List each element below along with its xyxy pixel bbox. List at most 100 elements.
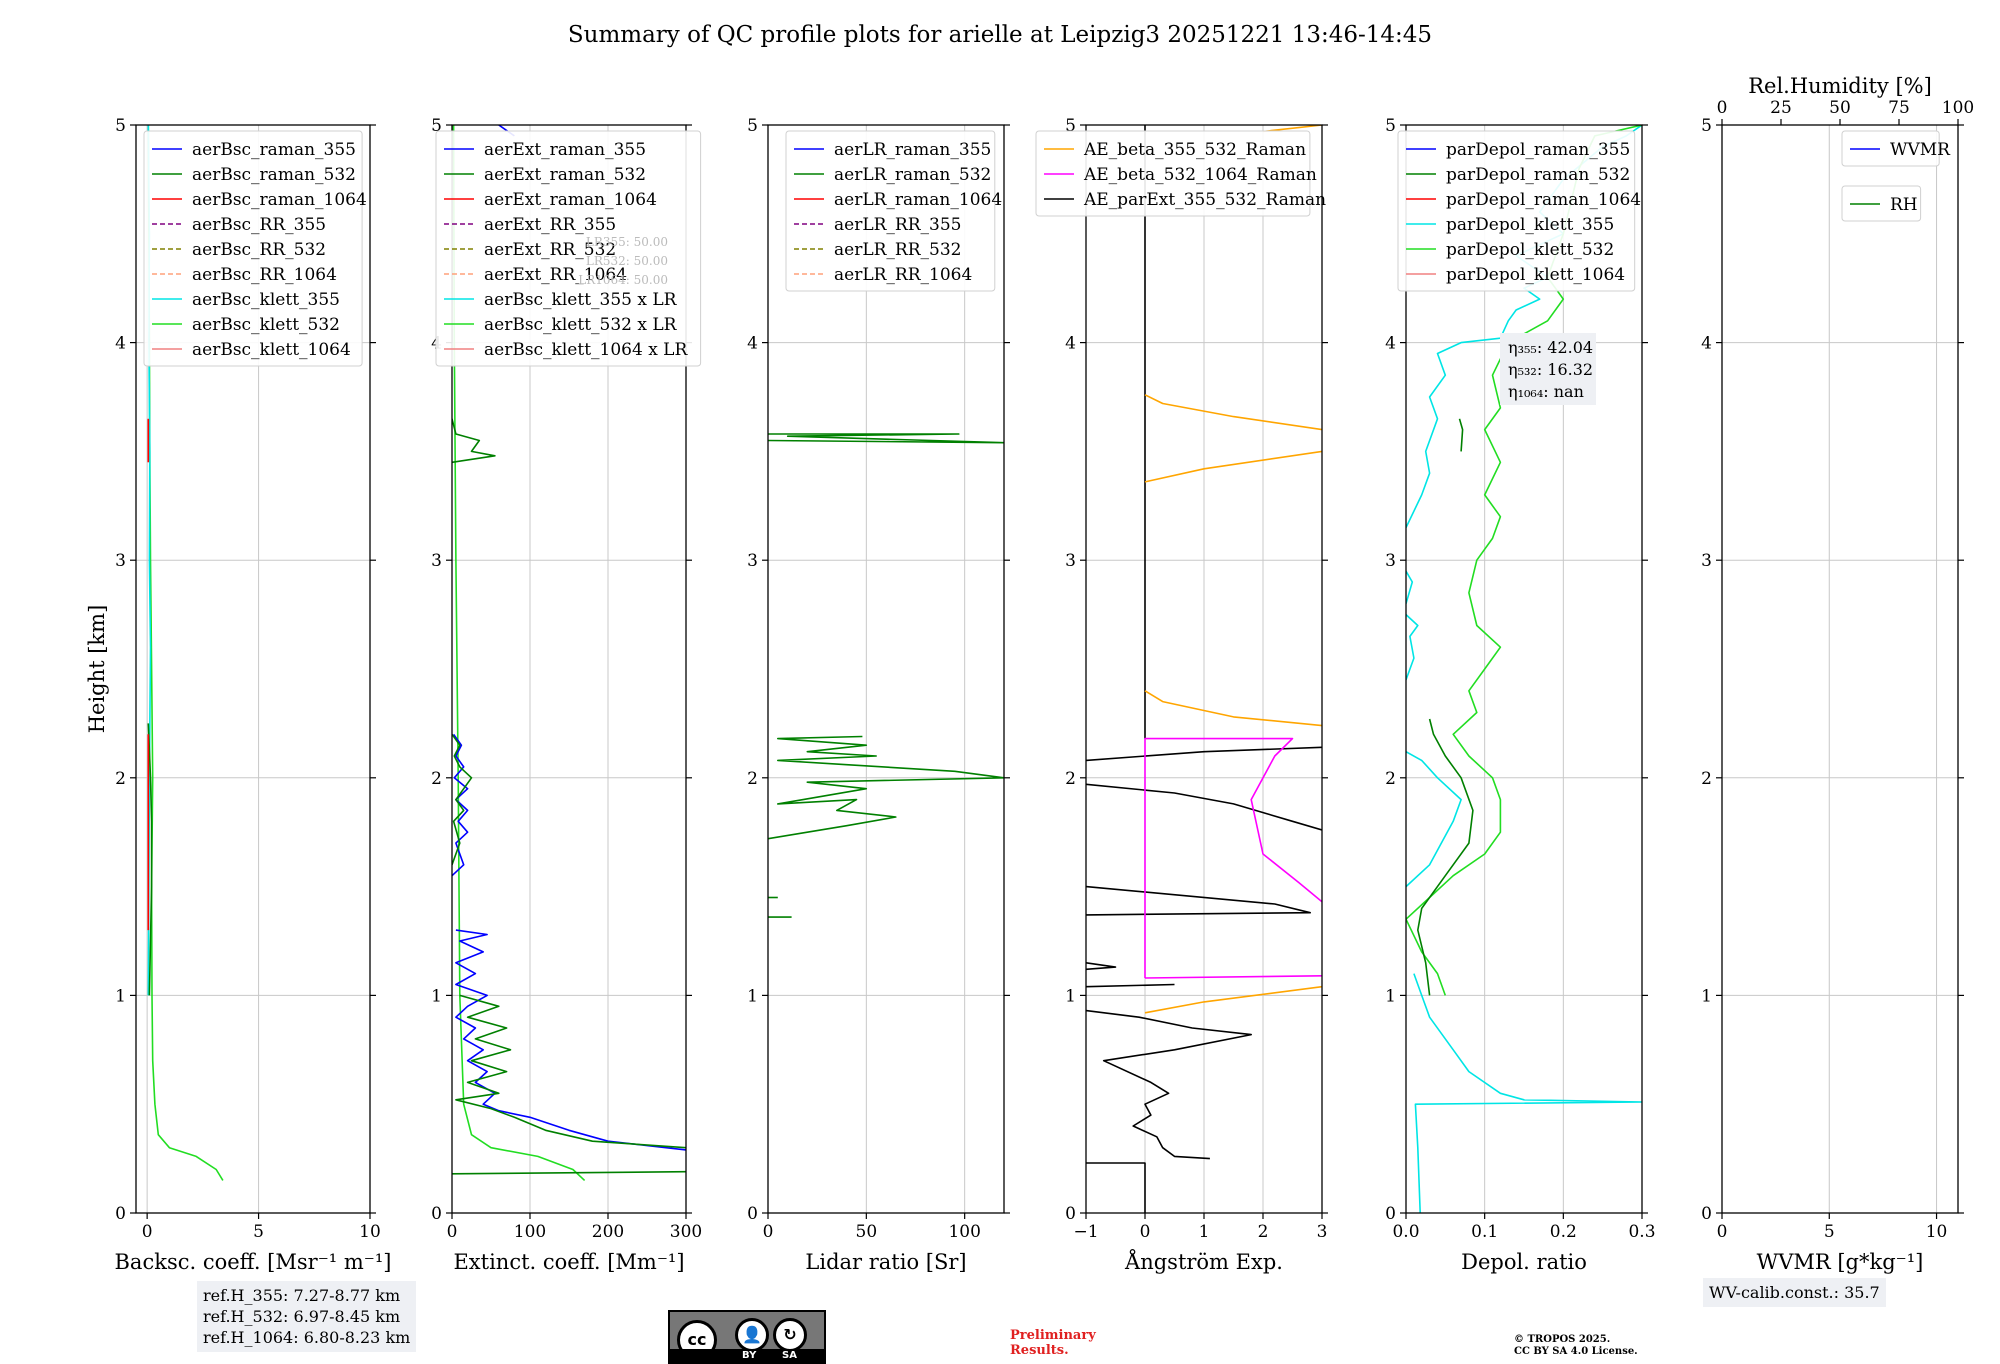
y-tick-label: 2 xyxy=(1385,769,1396,789)
y-tick-label: 3 xyxy=(115,551,126,571)
legend-label: aerExt_raman_355 xyxy=(484,140,646,160)
legend-label: aerLR_raman_532 xyxy=(834,165,991,185)
eta-label: η₁₀₆₄: nan xyxy=(1508,382,1584,401)
y-tick-label: 5 xyxy=(747,116,758,136)
x-axis-label: WVMR [g*kg⁻¹] xyxy=(1757,1250,1924,1274)
y-tick-label: 5 xyxy=(1065,116,1076,136)
series-line-AE_parExt_355_532_Raman xyxy=(1086,983,1175,988)
legend-label: WVMR xyxy=(1890,140,1951,160)
series-line-AE_beta_355_532_Raman xyxy=(1262,125,1322,133)
series-line-AE_beta_355_532_Raman xyxy=(1144,450,1322,483)
x-tick-label: 2 xyxy=(1258,1222,1269,1242)
legend-label: parDepol_klett_355 xyxy=(1446,215,1614,235)
x-tick-label: 0 xyxy=(1717,1222,1728,1242)
x-tick-label: 0.2 xyxy=(1550,1222,1577,1242)
x-axis-label: Extinct. coeff. [Mm⁻¹] xyxy=(453,1250,684,1274)
legend-label: aerBsc_klett_355 xyxy=(192,290,340,310)
eta-label: η₅₃₂: 16.32 xyxy=(1508,360,1593,379)
legend-box xyxy=(1841,130,1940,167)
series-line-AE_parExt_355_532_Raman xyxy=(1086,1009,1252,1160)
legend-label: aerExt_RR_532 xyxy=(484,240,616,260)
legend-label: aerExt_RR_355 xyxy=(484,215,616,235)
x-tick-label: 0 xyxy=(1140,1222,1151,1242)
series-line-AE_beta_532_1064_Raman xyxy=(1144,737,1322,978)
series-line-aerLR_raman_532 xyxy=(768,735,1004,840)
series-line-AE_parExt_355_532_Raman xyxy=(1086,1162,1146,1213)
legend: aerBsc_raman_355 aerBsc_raman_532 aerBsc_r… xyxy=(143,130,367,367)
legend-label: aerBsc_RR_532 xyxy=(192,240,326,260)
y-axis-label: Height [km] xyxy=(85,605,109,734)
y-tick-label: 0 xyxy=(431,1204,442,1224)
y-tick-label: 5 xyxy=(1385,116,1396,136)
y-tick-label: 4 xyxy=(747,334,758,354)
legend: aerLR_raman_355 aerLR_raman_532 aerLR_rama… xyxy=(785,130,1002,292)
panel-lidar_ratio: 0 50 100 0 1 2 3 4 5 Lidar ratio [Sr] aerLR_raman_… xyxy=(747,116,1010,1274)
legend-label: aerExt_raman_1064 xyxy=(484,190,657,210)
legend-box xyxy=(1035,130,1311,217)
y-tick-label: 3 xyxy=(747,551,758,571)
legend-label: RH xyxy=(1890,195,1918,215)
x-tick-label: −1 xyxy=(1073,1222,1098,1242)
x-axis-label: Ångström Exp. xyxy=(1124,1249,1283,1274)
x-tick-label: 3 xyxy=(1317,1222,1328,1242)
series-line-aerBsc_klett_532 x LR xyxy=(452,125,586,1181)
x-axis-label: Backsc. coeff. [Msr⁻¹ m⁻¹] xyxy=(115,1250,392,1274)
x-tick-label: 300 xyxy=(670,1222,702,1242)
legend-box xyxy=(435,130,702,367)
series-group xyxy=(1086,125,1322,1213)
panel-backscatter: 0 5 10 0 1 2 3 4 5 Backsc. coeff. [Msr⁻¹ m⁻¹] aerB… xyxy=(115,116,392,1274)
share-alike-icon: ↻ xyxy=(773,1318,807,1352)
legend-label: aerBsc_RR_355 xyxy=(192,215,326,235)
y-tick-label: 0 xyxy=(1385,1204,1396,1224)
ref-height-532: ref.H_532: 6.97-8.45 km xyxy=(203,1307,401,1326)
y-tick-label: 5 xyxy=(1701,116,1712,136)
series-line-AE_beta_355_532_Raman xyxy=(1144,690,1322,727)
legend-label: aerLR_RR_532 xyxy=(834,240,961,260)
preliminary-notice: Preliminary Results. xyxy=(1010,1328,1096,1358)
lr-note-label: LR355: 50.00 xyxy=(586,235,668,249)
x-tick-label: 10 xyxy=(359,1222,381,1242)
legend: aerExt_raman_355 aerExt_raman_532 aerExt_r… xyxy=(435,130,702,367)
series-line-aerExt_raman_532 xyxy=(452,418,496,464)
legend-box xyxy=(143,130,363,367)
x-tick-label: 0 xyxy=(447,1222,458,1242)
y-tick-label: 0 xyxy=(1065,1204,1076,1224)
series-line-parDepol_klett_355 xyxy=(1406,614,1419,681)
legend: parDepol_raman_355 parDepol_raman_532 parD… xyxy=(1397,130,1641,292)
axes-frame xyxy=(451,124,687,1214)
legend-label: aerExt_RR_1064 xyxy=(484,265,627,285)
x-tick-label: 50 xyxy=(856,1222,878,1242)
x-tick-label: 5 xyxy=(253,1222,264,1242)
panel-depolarization: 0.0 0.1 0.2 0.3 0 1 2 3 4 5 Depol. ratio parDepol_r… xyxy=(1385,116,1655,1274)
legend-label: aerBsc_klett_1064 xyxy=(192,340,351,360)
x-tick-label: 5 xyxy=(1824,1222,1835,1242)
y-tick-label: 1 xyxy=(747,986,758,1006)
legend: AE_beta_355_532_Raman AE_beta_532_1064_Ra… xyxy=(1035,130,1326,217)
x2-axis-label: Rel.Humidity [%] xyxy=(1748,74,1932,98)
y-tick-label: 2 xyxy=(747,769,758,789)
legend-label: AE_beta_532_1064_Raman xyxy=(1083,165,1317,185)
legend-box xyxy=(1841,185,1922,222)
series-line-parDepol_klett_532 xyxy=(1406,125,1642,996)
y-tick-label: 3 xyxy=(1385,551,1396,571)
series-line-AE_beta_532_1064_Raman xyxy=(1144,975,1322,979)
attribution-icon: 👤 xyxy=(735,1318,769,1352)
axes-frame xyxy=(135,124,371,1214)
series-line-aerExt_raman_355 xyxy=(455,929,686,1151)
series-line-aerBsc_raman_532 xyxy=(147,723,153,996)
legend-label: aerBsc_klett_532 x LR xyxy=(484,315,678,335)
y-tick-label: 4 xyxy=(1385,334,1396,354)
y-tick-label: 3 xyxy=(1065,551,1076,571)
y-tick-label: 1 xyxy=(1701,986,1712,1006)
ref-height-355: ref.H_355: 7.27-8.77 km xyxy=(203,1286,401,1305)
y-tick-label: 0 xyxy=(115,1204,126,1224)
copyright-notice: © TROPOS 2025. CC BY SA 4.0 License. xyxy=(1514,1334,1638,1357)
legend-label: aerLR_RR_1064 xyxy=(834,265,972,285)
series-group xyxy=(768,433,1004,918)
legend-label: parDepol_klett_532 xyxy=(1446,240,1614,260)
series-line-aerExt_raman_532 xyxy=(452,733,473,866)
legend-label: aerExt_raman_532 xyxy=(484,165,646,185)
wv-calibration-constant: WV-calib.const.: 35.7 xyxy=(1709,1283,1880,1302)
